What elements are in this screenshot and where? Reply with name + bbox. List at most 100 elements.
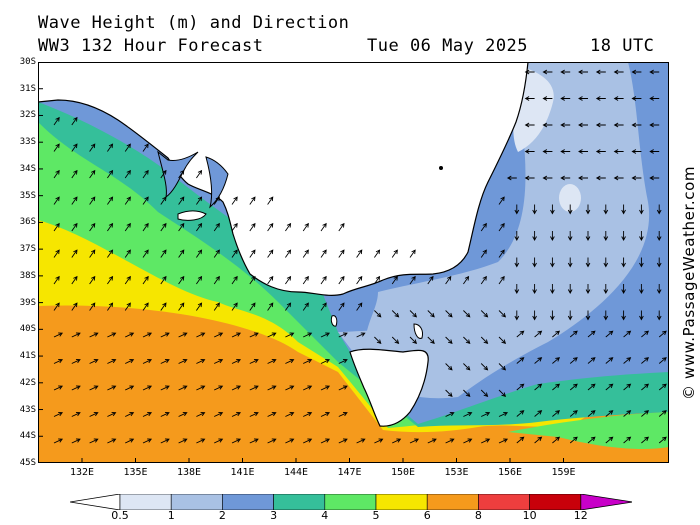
legend-swatch	[119, 494, 172, 510]
wave-arrow	[605, 383, 614, 391]
wave-arrow	[639, 284, 644, 294]
wave-arrow	[560, 96, 571, 101]
wave-arrow	[356, 249, 363, 258]
wave-arrow	[427, 336, 435, 345]
wave-arrow	[587, 410, 596, 417]
wave-arrow	[142, 411, 153, 417]
lon-label: 144E	[283, 467, 309, 478]
wave-arrow	[560, 122, 571, 128]
legend-swatch	[478, 494, 530, 510]
wave-arrow	[338, 275, 345, 285]
wave-arrow	[542, 149, 553, 154]
wave-arrow	[560, 69, 571, 75]
wave-arrow	[249, 438, 259, 444]
wave-arrow	[89, 358, 99, 364]
wave-arrow	[656, 231, 662, 241]
wave-arrow	[532, 231, 537, 241]
wave-arrow	[196, 222, 203, 232]
wave-arrow	[71, 358, 81, 364]
wave-arrow	[231, 332, 242, 338]
wave-arrow	[107, 143, 114, 152]
wave-arrow	[567, 257, 573, 268]
wave-arrow	[498, 411, 509, 417]
wave-arrow	[498, 363, 507, 371]
wave-arrow	[160, 332, 170, 338]
wave-arrow	[498, 438, 509, 444]
wave-arrow	[392, 438, 402, 444]
wave-arrow	[585, 231, 591, 241]
wave-band-1-2	[365, 62, 650, 399]
wave-arrow	[587, 330, 596, 338]
map-frame	[38, 62, 669, 463]
wave-arrow	[53, 249, 60, 258]
wave-band-0.5-1-patch	[559, 184, 581, 212]
wave-arrow	[213, 249, 220, 258]
wave-arrow	[656, 284, 662, 294]
wave-arrow	[498, 249, 505, 258]
wave-arrow	[53, 222, 60, 232]
wave-arrow	[249, 196, 256, 205]
wave-arrow	[231, 358, 242, 364]
legend-swatch	[529, 494, 582, 510]
wave-arrow	[320, 358, 331, 364]
lat-label: 37S	[19, 244, 36, 255]
wave-arrow	[303, 385, 313, 391]
map-title: Wave Height (m) and Direction	[38, 13, 350, 33]
wave-arrow	[320, 249, 327, 258]
wave-arrow	[71, 169, 78, 179]
wave-arrow	[409, 249, 416, 258]
wave-arrow	[480, 222, 487, 232]
wave-arrow	[524, 96, 535, 101]
wave-arrow	[53, 169, 60, 179]
wave-arrow	[302, 302, 309, 311]
wave-arrow	[71, 302, 78, 311]
wave-arrow	[621, 257, 626, 268]
wave-arrow	[552, 357, 561, 364]
wave-arrow	[53, 438, 64, 444]
wave-arrow	[613, 96, 624, 101]
wave-arrow	[142, 302, 149, 311]
wave-arrow	[196, 196, 203, 205]
wave-arrow	[534, 383, 543, 391]
wave-arrow	[623, 330, 632, 338]
wave-arrow	[71, 438, 81, 444]
wave-arrow	[142, 249, 149, 258]
wave-arrow	[142, 332, 153, 338]
wave-arrow	[552, 330, 561, 338]
wave-arrow	[196, 302, 203, 311]
wave-arrow	[658, 357, 667, 364]
lon-label: 141E	[230, 467, 255, 478]
lon-label: 135E	[123, 467, 148, 478]
legend-swatch	[426, 494, 479, 510]
wave-arrow	[603, 310, 609, 321]
wave-arrow	[249, 302, 256, 311]
wave-arrow	[302, 275, 309, 285]
wave-arrow	[160, 411, 170, 417]
wave-arrow	[142, 196, 149, 205]
wave-arrow	[409, 336, 418, 345]
wave-arrow	[320, 332, 331, 338]
wave-arrow	[621, 204, 626, 215]
wave-arrow	[578, 175, 588, 181]
wave-arrow	[124, 222, 131, 232]
wave-arrow	[569, 436, 578, 444]
lat-label: 31S	[19, 83, 36, 94]
wave-arrow	[196, 249, 203, 258]
wave-arrow	[514, 284, 520, 294]
legend-value: 12	[573, 509, 588, 522]
wave-arrow	[639, 310, 644, 321]
wave-arrow	[53, 143, 60, 152]
lat-label: 35S	[19, 190, 36, 201]
wave-arrow	[374, 438, 384, 444]
wave-arrow	[534, 436, 543, 444]
wave-arrow	[160, 358, 170, 364]
wave-arrow	[391, 336, 400, 345]
wave-arrow	[532, 257, 537, 268]
wave-arrow	[249, 358, 259, 364]
wave-arrow	[303, 411, 313, 417]
wave-arrow	[267, 302, 274, 311]
legend-value: 3	[270, 509, 278, 522]
wave-arrow	[53, 275, 60, 285]
wave-arrow	[302, 222, 309, 232]
wave-arrow	[124, 196, 131, 205]
